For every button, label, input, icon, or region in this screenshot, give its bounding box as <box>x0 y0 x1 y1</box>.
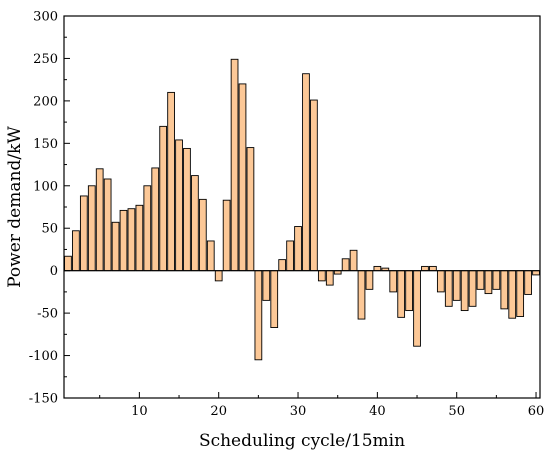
bar-21 <box>222 199 231 272</box>
bar-38 <box>357 270 366 320</box>
bar-11 <box>143 185 152 272</box>
bar-26 <box>262 270 271 301</box>
y-axis: -150 -100 -50 0 50 100 150 200 250 300 <box>29 10 70 407</box>
bar-5 <box>95 168 104 272</box>
bar-22 <box>230 58 239 272</box>
y-tick-label: 50 <box>41 222 58 237</box>
y-tick-label: 200 <box>33 94 58 109</box>
bar-10 <box>135 204 144 272</box>
x-tick-label: 50 <box>448 404 465 419</box>
y-tick-label: 250 <box>33 52 58 67</box>
bar-23 <box>238 83 247 272</box>
bar-13 <box>159 125 168 272</box>
bar-42 <box>389 270 398 293</box>
bar-6 <box>103 178 112 272</box>
bar-53 <box>476 270 485 290</box>
bar-33 <box>317 270 326 282</box>
bar-34 <box>325 270 334 286</box>
y-tick-label: 150 <box>33 137 58 152</box>
bar-45 <box>413 270 421 347</box>
x-tick-label: 10 <box>131 404 148 419</box>
bar-19 <box>206 240 215 272</box>
y-tick-label: 300 <box>33 10 58 25</box>
bar-12 <box>151 167 160 272</box>
bar-58 <box>516 270 525 317</box>
bars-group <box>64 58 540 361</box>
bar-14 <box>167 91 175 272</box>
bar-18 <box>198 198 207 272</box>
bar-8 <box>119 209 128 272</box>
bar-39 <box>365 270 374 290</box>
bar-52 <box>468 270 477 307</box>
x-axis-title: Scheduling cycle/15min <box>199 431 405 451</box>
bar-27 <box>270 270 279 329</box>
bar-15 <box>175 139 183 272</box>
bar-3 <box>79 195 88 272</box>
bar-50 <box>452 270 461 301</box>
bar-47 <box>429 265 437 272</box>
y-tick-label: 0 <box>50 264 58 279</box>
bar-31 <box>302 73 310 272</box>
bar-49 <box>444 270 453 307</box>
bar-43 <box>397 270 406 318</box>
bar-24 <box>246 147 255 272</box>
bar-1 <box>64 255 72 272</box>
bar-36 <box>341 258 350 272</box>
bar-59 <box>524 270 532 295</box>
x-tick-label: 30 <box>290 404 307 419</box>
bar-54 <box>484 270 493 295</box>
x-tick-label: 60 <box>528 404 545 419</box>
y-tick-label: -50 <box>37 307 58 322</box>
bar-48 <box>436 270 445 293</box>
bar-60 <box>532 270 540 276</box>
bar-40 <box>373 265 382 272</box>
bar-32 <box>310 99 318 272</box>
bar-44 <box>405 270 413 312</box>
bar-9 <box>127 208 136 272</box>
y-tick-label: -100 <box>29 349 58 364</box>
bar-16 <box>183 147 191 272</box>
y-tick-label: 100 <box>33 179 58 194</box>
bar-4 <box>87 185 96 272</box>
bar-2 <box>72 230 80 272</box>
bar-17 <box>191 175 199 272</box>
y-axis-title: Power demand/kW <box>5 126 25 288</box>
bar-30 <box>294 226 302 272</box>
bar-28 <box>278 259 287 272</box>
bar-56 <box>500 270 509 310</box>
x-axis: 10 20 30 40 50 60 <box>99 392 545 419</box>
x-tick-label: 20 <box>210 404 227 419</box>
bar-25 <box>254 270 263 361</box>
plot-frame <box>63 15 541 399</box>
bar-51 <box>460 270 469 312</box>
x-tick-label: 40 <box>369 404 386 419</box>
bar-29 <box>286 240 294 272</box>
bar-20 <box>214 270 223 282</box>
bar-46 <box>421 265 429 272</box>
y-tick-label: -150 <box>29 392 58 407</box>
bar-7 <box>111 221 120 272</box>
bar-37 <box>349 249 358 272</box>
bar-55 <box>492 270 501 290</box>
bar-57 <box>508 270 517 319</box>
